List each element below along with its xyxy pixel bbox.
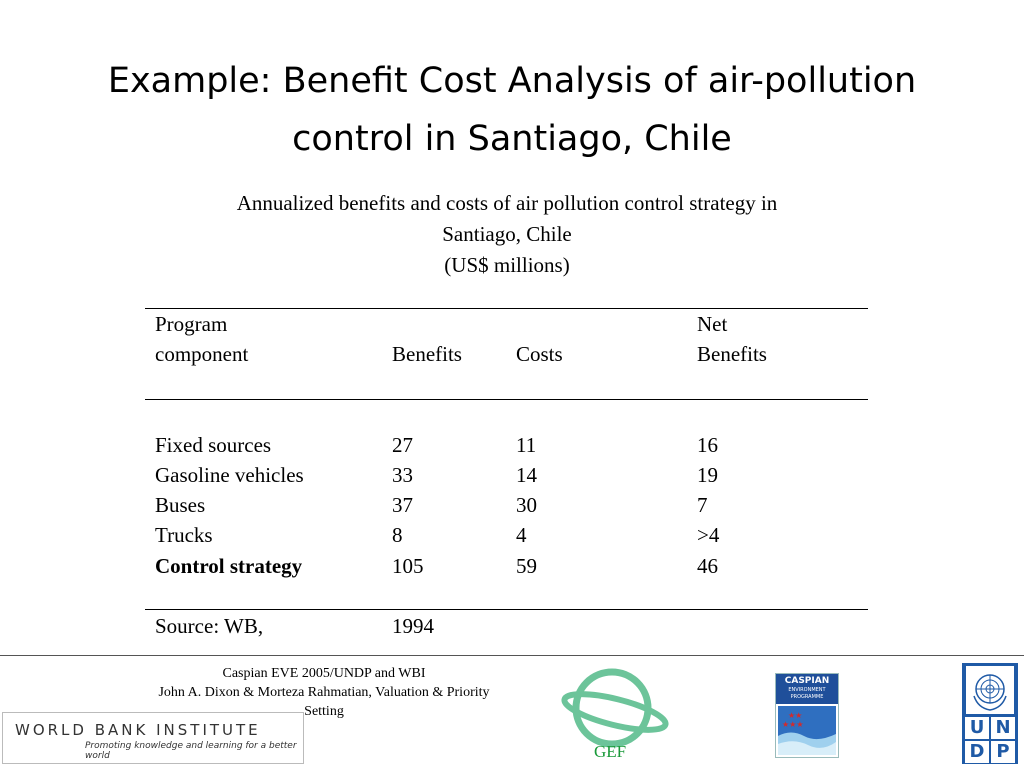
- header-net-benefits: Benefits: [697, 342, 767, 366]
- wbi-tagline: Promoting knowledge and learning for a b…: [85, 741, 297, 761]
- slide-title-line1: Example: Benefit Cost Analysis of air-po…: [107, 61, 917, 101]
- row-costs: 11: [516, 433, 537, 457]
- undp-letter-p: P: [991, 741, 1015, 763]
- row-net: 7: [697, 493, 708, 517]
- row-component: Gasoline vehicles: [155, 463, 304, 487]
- header-program: Program: [155, 312, 228, 336]
- row-component: Fixed sources: [155, 433, 272, 457]
- header-benefits: Benefits: [392, 342, 462, 366]
- caspian-line3: PROGRAMME: [790, 694, 824, 700]
- footer-credit-line1: Caspian EVE 2005/UNDP and WBI: [222, 666, 426, 681]
- table-top-rule: [145, 308, 868, 309]
- header-costs: Costs: [516, 342, 563, 366]
- table-caption-units: (US$ millions): [444, 253, 570, 277]
- world-bank-institute-logo: WORLD BANK INSTITUTE Promoting knowledge…: [2, 712, 304, 764]
- footer-credit-line2: John A. Dixon & Morteza Rahmatian, Valua…: [158, 685, 490, 700]
- row-component: Buses: [155, 493, 206, 517]
- un-emblem-icon: [966, 666, 1014, 714]
- table-header-rule: [145, 399, 868, 400]
- slide-title: Example: Benefit Cost Analysis of air-po…: [0, 52, 1024, 168]
- row-component: Trucks: [155, 523, 213, 547]
- row-benefits: 8: [392, 523, 403, 547]
- row-costs: 14: [516, 463, 537, 487]
- row-costs: 30: [516, 493, 537, 517]
- table-caption-line1: Annualized benefits and costs of air pol…: [236, 191, 778, 215]
- row-benefits: 37: [392, 493, 413, 517]
- undp-letter-u: U: [965, 717, 989, 739]
- footer-divider: [0, 655, 1024, 656]
- source-year: 1994: [392, 614, 434, 638]
- total-row-component: Control strategy: [155, 554, 303, 578]
- caspian-line2: ENVIRONMENT: [788, 687, 826, 693]
- header-component: component: [155, 342, 249, 366]
- row-benefits: 27: [392, 433, 413, 457]
- row-net: 19: [697, 463, 718, 487]
- svg-text:★★: ★★: [788, 711, 802, 720]
- wbi-name: WORLD BANK INSTITUTE: [15, 721, 261, 739]
- header-net: Net: [697, 312, 728, 336]
- gef-label: GEF: [593, 742, 627, 761]
- svg-text:★★★: ★★★: [782, 720, 804, 729]
- caspian-emblem-icon: ★★ ★★★: [776, 674, 838, 755]
- undp-letter-d: D: [965, 741, 989, 763]
- table-caption-line2: Santiago, Chile: [442, 222, 572, 246]
- total-row-benefits: 105: [392, 554, 424, 578]
- caspian-environment-programme-logo: ★★ ★★★ CASPIAN ENVIRONMENT PROGRAMME: [775, 673, 839, 758]
- table-bottom-rule: [145, 609, 868, 610]
- row-costs: 4: [516, 523, 527, 547]
- undp-letter-n: N: [991, 717, 1015, 739]
- table-caption: Annualized benefits and costs of air pol…: [150, 188, 864, 281]
- slide-title-line2: control in Santiago, Chile: [292, 119, 732, 159]
- footer-credit-line3: Setting: [304, 704, 344, 719]
- source-label: Source: WB,: [155, 614, 264, 638]
- undp-logo: U N D P: [962, 663, 1018, 764]
- total-row-costs: 59: [516, 554, 537, 578]
- row-benefits: 33: [392, 463, 413, 487]
- footer-credit: Caspian EVE 2005/UNDP and WBI John A. Di…: [108, 664, 540, 721]
- gef-globe-icon: [561, 668, 669, 748]
- row-net: 16: [697, 433, 718, 457]
- total-row-net: 46: [697, 554, 718, 578]
- row-net: >4: [697, 523, 720, 547]
- caspian-line1: CASPIAN: [784, 676, 830, 686]
